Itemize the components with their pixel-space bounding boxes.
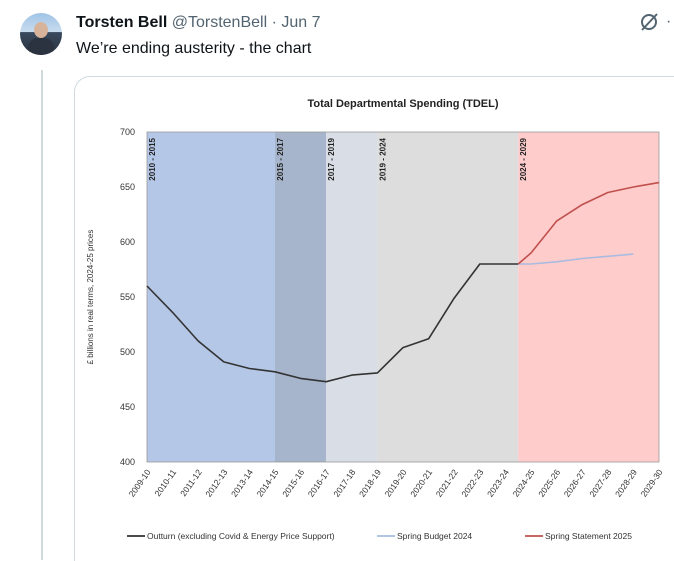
chart-xtick-9: 2018-19 <box>357 467 383 499</box>
thread-line <box>41 70 43 560</box>
chart-plot-frame <box>146 131 660 463</box>
chart-xtick-13: 2022-23 <box>459 467 485 499</box>
chart-ytick-5: 450 <box>120 402 135 412</box>
chart-xtick-17: 2026-27 <box>562 467 588 499</box>
chart-ytick-0: 700 <box>120 127 135 137</box>
chart-ylabel: £ billions in real terms, 2024-25 prices <box>86 230 95 365</box>
chart-xtick-8: 2017-18 <box>331 467 357 499</box>
more-options-icon[interactable]: · <box>666 13 672 30</box>
chart-title: Total Departmental Spending (TDEL) <box>307 98 498 110</box>
chart-xtick-0: 2009-10 <box>127 467 153 499</box>
chart-series-line-2 <box>517 181 660 265</box>
chart-ytick-6: 400 <box>120 457 135 467</box>
chart-xtick-6: 2015-16 <box>280 467 306 499</box>
chart-svg: Total Departmental Spending (TDEL) 2010 -… <box>86 98 665 541</box>
chart-ytick-1: 650 <box>120 182 135 192</box>
chart-image[interactable]: Total Departmental Spending (TDEL) 2010 -… <box>74 76 674 561</box>
chart-xtick-4: 2013-14 <box>229 467 255 499</box>
chart-legend-label-2: Spring Statement 2025 <box>545 531 632 541</box>
chart-xtick-5: 2014-15 <box>255 467 281 499</box>
chart-xtick-12: 2021-22 <box>434 467 460 499</box>
chart-series-line-1 <box>518 253 634 265</box>
chart-ytick-2: 600 <box>120 237 135 247</box>
chart-xtick-1: 2010-11 <box>153 467 179 498</box>
chart-band-0 <box>147 132 275 462</box>
grok-icon-svg <box>641 13 658 31</box>
tweet-text: We’re ending austerity - the chart <box>76 40 312 57</box>
chart-ytick-3: 550 <box>120 292 135 302</box>
chart-band-label-0: 2010 - 2015 <box>148 137 157 180</box>
chart-xtick-10: 2019-20 <box>383 467 409 499</box>
grok-icon[interactable] <box>638 11 660 33</box>
chart-band-label-4: 2024 - 2029 <box>519 137 528 180</box>
chart-band-3 <box>377 132 519 462</box>
avatar-head <box>34 22 48 38</box>
chart-xtick-19: 2028-29 <box>613 467 639 499</box>
chart-xtick-7: 2016-17 <box>306 467 332 499</box>
chart-band-label-3: 2019 - 2024 <box>378 137 387 180</box>
chart-xtick-14: 2023-24 <box>485 467 511 499</box>
author-handle[interactable]: @TorstenBell <box>171 14 268 31</box>
chart-band-label-1: 2015 - 2017 <box>276 137 285 180</box>
chart-series-line-0 <box>146 263 519 383</box>
chart-band-label-2: 2017 - 2019 <box>327 137 336 180</box>
tweet-header: Torsten Bell @TorstenBell · Jun 7 <box>76 13 321 33</box>
chart-xtick-2: 2011-12 <box>178 467 204 498</box>
chart-band-1 <box>275 132 327 462</box>
chart-ytick-4: 500 <box>120 347 135 357</box>
chart-xtick-3: 2012-13 <box>203 467 229 499</box>
chart-band-2 <box>326 132 378 462</box>
chart-xtick-11: 2020-21 <box>408 467 434 499</box>
chart-xtick-15: 2024-25 <box>511 467 537 499</box>
tweet-date[interactable]: Jun 7 <box>281 14 321 31</box>
chart-xtick-20: 2029-30 <box>639 467 665 499</box>
avatar[interactable] <box>20 13 62 55</box>
chart-xtick-16: 2025-26 <box>536 467 562 499</box>
header-separator: · <box>271 14 277 31</box>
chart-band-4 <box>518 132 659 462</box>
chart-xtick-18: 2027-28 <box>587 467 613 499</box>
chart-legend-label-1: Spring Budget 2024 <box>397 531 472 541</box>
author-name[interactable]: Torsten Bell <box>76 14 168 31</box>
avatar-body <box>28 38 54 55</box>
chart-legend-label-0: Outturn (excluding Covid & Energy Price … <box>147 531 335 541</box>
